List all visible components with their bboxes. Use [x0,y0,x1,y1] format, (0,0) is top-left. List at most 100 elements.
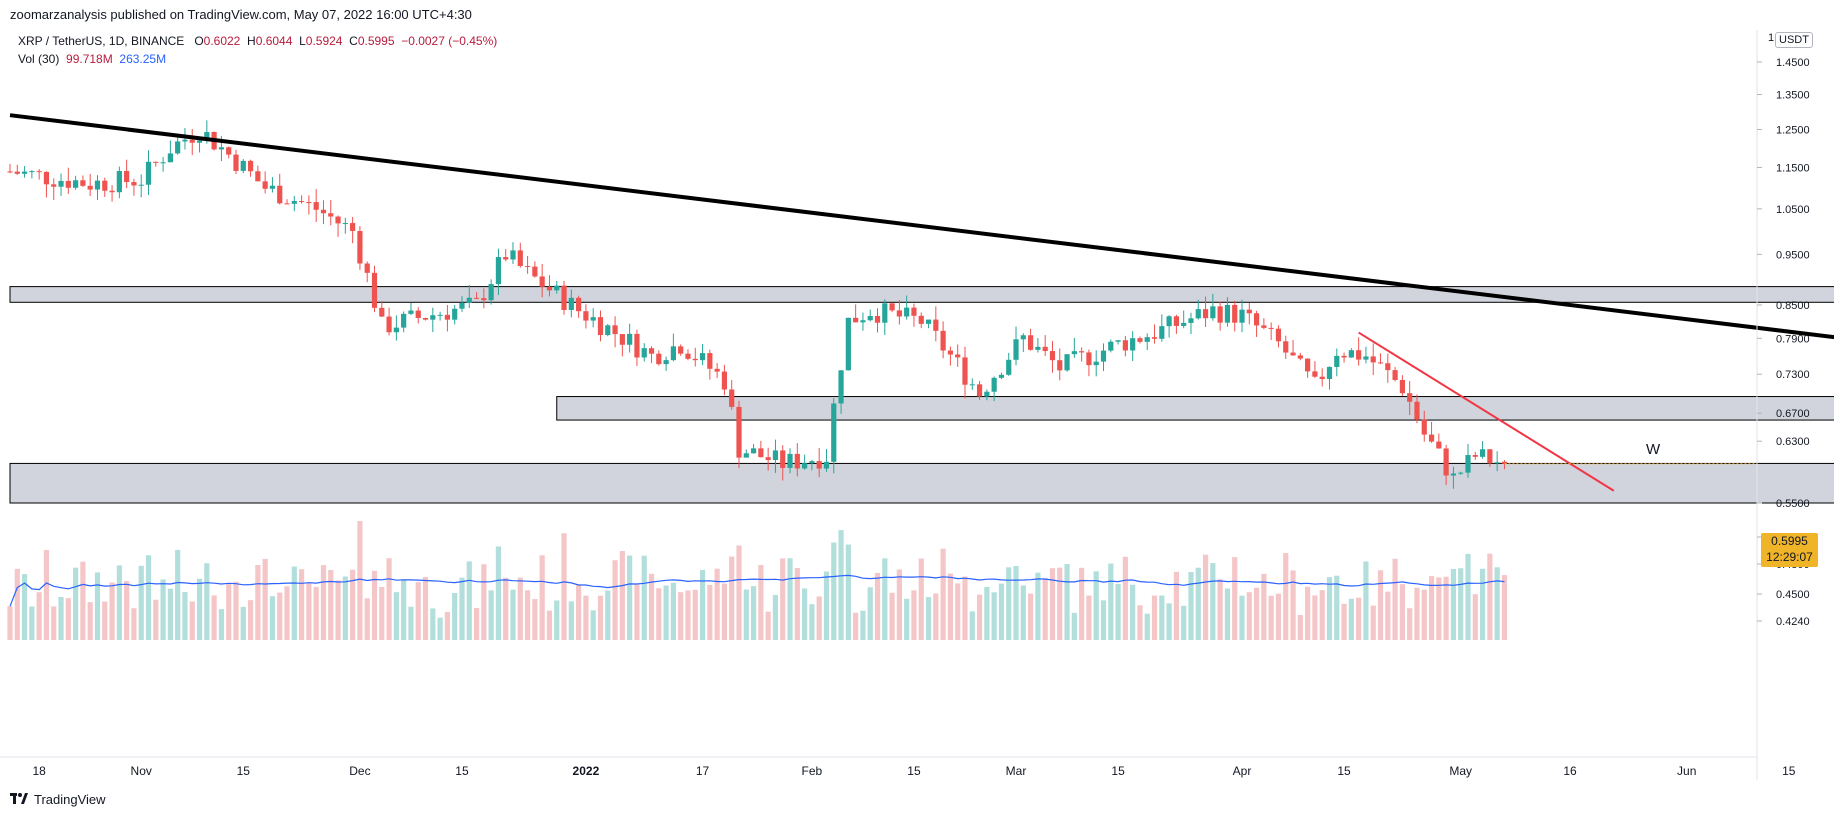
candle-body[interactable] [1108,341,1114,351]
candle-body[interactable] [7,171,13,173]
candle-body[interactable] [204,131,210,141]
candle-body[interactable] [721,371,728,390]
candle-body[interactable] [955,354,961,358]
candle-body[interactable] [1290,352,1296,356]
candle-body[interactable] [663,360,669,365]
candle-body[interactable] [145,161,152,185]
candle-body[interactable] [845,317,851,371]
candle-body[interactable] [1246,309,1252,314]
candle-body[interactable] [554,285,560,291]
candle-body[interactable] [539,276,545,287]
candle-body[interactable] [517,250,523,267]
candle-body[interactable] [874,315,881,323]
candle-body[interactable] [415,310,421,318]
candle-body[interactable] [1239,309,1245,323]
candle-body[interactable] [627,333,633,345]
candle-body[interactable] [882,303,888,323]
candle-body[interactable] [313,202,319,210]
candle-body[interactable] [860,320,866,323]
candle-body[interactable] [1407,393,1413,402]
candle-body[interactable] [36,171,42,173]
candle-body[interactable] [1137,338,1143,342]
candle-body[interactable] [247,160,254,172]
candle-body[interactable] [1100,350,1107,362]
candle-body[interactable] [1487,449,1493,464]
candle-body[interactable] [823,461,830,469]
candle-body[interactable] [495,257,502,285]
candle-body[interactable] [379,307,385,317]
candle-body[interactable] [532,266,538,277]
support-resistance-zone[interactable] [9,286,1834,303]
candle-body[interactable] [524,266,531,268]
candle-body[interactable] [43,171,50,185]
volume-label[interactable]: Vol (30) [18,52,60,66]
candle-body[interactable] [743,453,749,458]
candle-body[interactable] [1465,455,1471,473]
candle-body[interactable] [619,334,625,345]
candle-body[interactable] [969,384,975,386]
candle-body[interactable] [685,353,691,359]
candle-body[interactable] [437,314,443,316]
candle-body[interactable] [196,140,203,143]
candle-body[interactable] [940,330,946,351]
candle-body[interactable] [838,370,844,404]
candle-body[interactable] [357,230,363,264]
symbol-name[interactable]: XRP / TetherUS, 1D, BINANCE [18,34,185,48]
candle-body[interactable] [386,316,392,333]
candle-body[interactable] [714,368,720,372]
candle-body[interactable] [1297,355,1303,359]
candle-body[interactable] [991,377,997,392]
candle-body[interactable] [1414,401,1420,420]
candle-body[interactable] [787,453,793,468]
candle-body[interactable] [364,263,370,273]
candle-body[interactable] [1385,363,1391,371]
candle-body[interactable] [102,180,108,191]
candle-body[interactable] [904,307,910,317]
candle-body[interactable] [1370,356,1376,363]
candle-body[interactable] [29,171,35,173]
candle-body[interactable] [678,346,684,354]
candle-body[interactable] [1348,350,1354,358]
candle-body[interactable] [1501,461,1508,464]
candle-body[interactable] [269,185,276,189]
candle-body[interactable] [1181,322,1187,326]
candle-body[interactable] [21,171,28,174]
candle-body[interactable] [459,302,465,309]
candle-body[interactable] [1057,360,1063,371]
candle-body[interactable] [816,461,822,469]
candle-body[interactable] [277,185,283,204]
currency-unit-badge[interactable]: USDT [1775,32,1813,48]
candle-body[interactable] [1319,376,1325,380]
candle-body[interactable] [233,154,239,171]
candle-body[interactable] [1436,441,1442,449]
candle-body[interactable] [1305,358,1311,372]
candle-body[interactable] [1028,335,1034,350]
candle-body[interactable] [794,453,800,469]
candle-body[interactable] [14,171,20,174]
candle-body[interactable] [597,317,604,336]
candle-body[interactable] [116,170,122,193]
candle-body[interactable] [765,457,771,461]
candle-body[interactable] [1392,370,1398,380]
candle-body[interactable] [1428,434,1435,442]
candle-body[interactable] [182,139,188,142]
candle-body[interactable] [226,147,232,155]
candle-body[interactable] [473,297,480,299]
candle-body[interactable] [1151,337,1158,339]
candle-body[interactable] [94,180,101,190]
candle-body[interactable] [648,348,655,354]
candle-body[interactable] [1122,340,1128,351]
candle-body[interactable] [809,461,815,464]
candle-body[interactable] [124,170,130,183]
candle-body[interactable] [853,317,859,323]
candle-body[interactable] [1195,309,1201,319]
candle-body[interactable] [58,180,64,187]
candle-body[interactable] [393,327,399,333]
candle-body[interactable] [758,448,764,458]
candle-body[interactable] [707,353,713,369]
candle-body[interactable] [896,310,902,317]
candle-body[interactable] [1079,351,1085,353]
candle-body[interactable] [1042,346,1048,352]
candle-body[interactable] [291,201,297,204]
candle-body[interactable] [430,315,436,320]
